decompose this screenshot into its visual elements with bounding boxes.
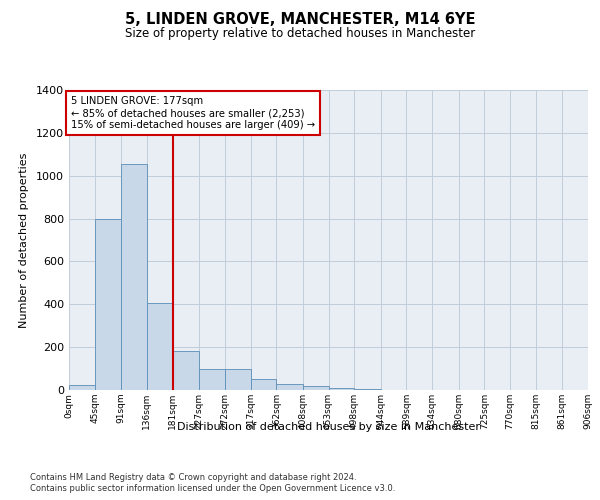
Bar [121, 164, 147, 390]
Bar [173, 352, 199, 390]
Bar [251, 380, 277, 390]
Text: Contains HM Land Registry data © Crown copyright and database right 2024.: Contains HM Land Registry data © Crown c… [30, 472, 356, 482]
Bar [354, 389, 380, 390]
Text: Size of property relative to detached houses in Manchester: Size of property relative to detached ho… [125, 28, 475, 40]
Text: Contains public sector information licensed under the Open Government Licence v3: Contains public sector information licen… [30, 484, 395, 493]
Text: 5, LINDEN GROVE, MANCHESTER, M14 6YE: 5, LINDEN GROVE, MANCHESTER, M14 6YE [125, 12, 475, 28]
Bar [69, 384, 95, 390]
Bar [147, 303, 173, 390]
Y-axis label: Number of detached properties: Number of detached properties [19, 152, 29, 328]
Text: Distribution of detached houses by size in Manchester: Distribution of detached houses by size … [178, 422, 481, 432]
Bar [225, 368, 251, 390]
Bar [329, 388, 354, 390]
Bar [199, 368, 225, 390]
Bar [277, 384, 303, 390]
Bar [95, 218, 121, 390]
Bar [303, 386, 329, 390]
Text: 5 LINDEN GROVE: 177sqm
← 85% of detached houses are smaller (2,253)
15% of semi-: 5 LINDEN GROVE: 177sqm ← 85% of detached… [71, 96, 315, 130]
